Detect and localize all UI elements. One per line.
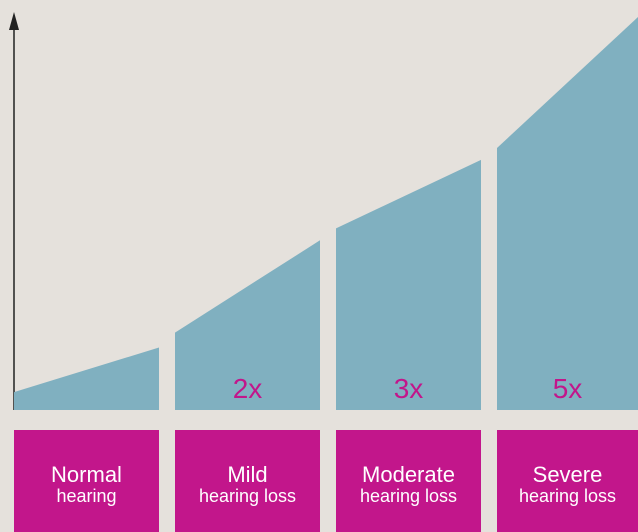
area-segment bbox=[336, 159, 481, 410]
category-sublabel: hearing bbox=[56, 486, 116, 506]
area-segment bbox=[175, 240, 320, 410]
y-axis-arrow-icon bbox=[9, 12, 19, 30]
category-label: Severe bbox=[533, 462, 603, 487]
category-box bbox=[497, 430, 638, 532]
category-box bbox=[175, 430, 320, 532]
multiplier-label: 2x bbox=[233, 373, 263, 404]
area-segment bbox=[14, 347, 159, 410]
category-label: Mild bbox=[227, 462, 267, 487]
multiplier-label: 5x bbox=[553, 373, 583, 404]
category-box bbox=[14, 430, 159, 532]
category-sublabel: hearing loss bbox=[199, 486, 296, 506]
category-sublabel: hearing loss bbox=[360, 486, 457, 506]
category-box bbox=[336, 430, 481, 532]
category-label: Normal bbox=[51, 462, 122, 487]
category-sublabel: hearing loss bbox=[519, 486, 616, 506]
area-segment bbox=[497, 17, 638, 410]
multiplier-label: 3x bbox=[394, 373, 424, 404]
category-label: Moderate bbox=[362, 462, 455, 487]
